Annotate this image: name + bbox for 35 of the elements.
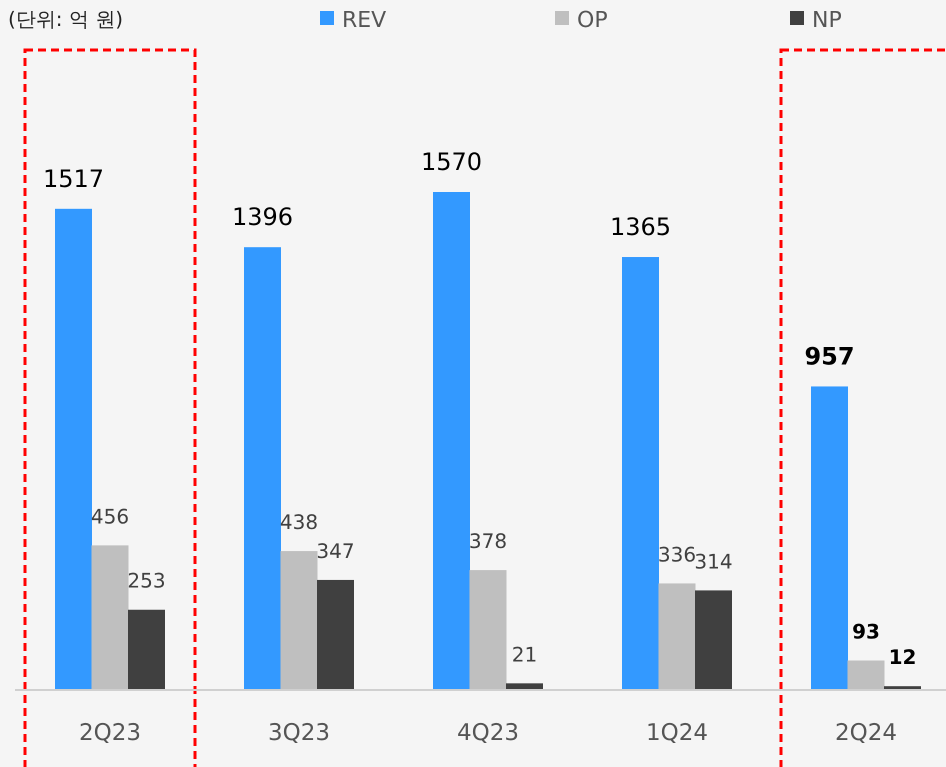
bar [848,660,884,690]
data-label: 314 [694,549,733,574]
x-tick-label: 3Q23 [268,720,330,746]
bar [622,257,659,690]
data-label: 93 [852,620,880,644]
bar [280,551,318,690]
bar [244,247,281,690]
legend-label: NP [812,8,842,33]
data-label: 957 [804,342,855,370]
bar [55,208,92,690]
x-tick-label: 2Q23 [78,720,142,746]
legend-label: REV [342,8,386,33]
data-label: 1570 [420,148,482,176]
data-label: 12 [888,645,916,670]
data-label: 21 [512,642,538,666]
bar [92,545,128,690]
bar [695,590,732,690]
x-tick-label: 2Q24 [834,720,898,746]
x-tick-label: 4Q23 [456,720,520,746]
bar [658,583,696,690]
bar [811,386,848,690]
data-label: 1365 [610,213,672,242]
bar [433,192,470,690]
data-label: 1517 [42,164,104,193]
data-label: 347 [316,538,355,563]
x-tick-label: 1Q24 [646,720,708,746]
legend-label: OP [577,8,608,33]
data-label: 336 [658,542,696,566]
bar [128,610,165,690]
data-label: 378 [468,529,508,554]
bar [317,580,354,690]
data-label: 1396 [232,203,294,232]
bar [470,570,506,690]
data-label: 253 [127,568,166,593]
text: (단위: 억 원) [8,7,124,31]
